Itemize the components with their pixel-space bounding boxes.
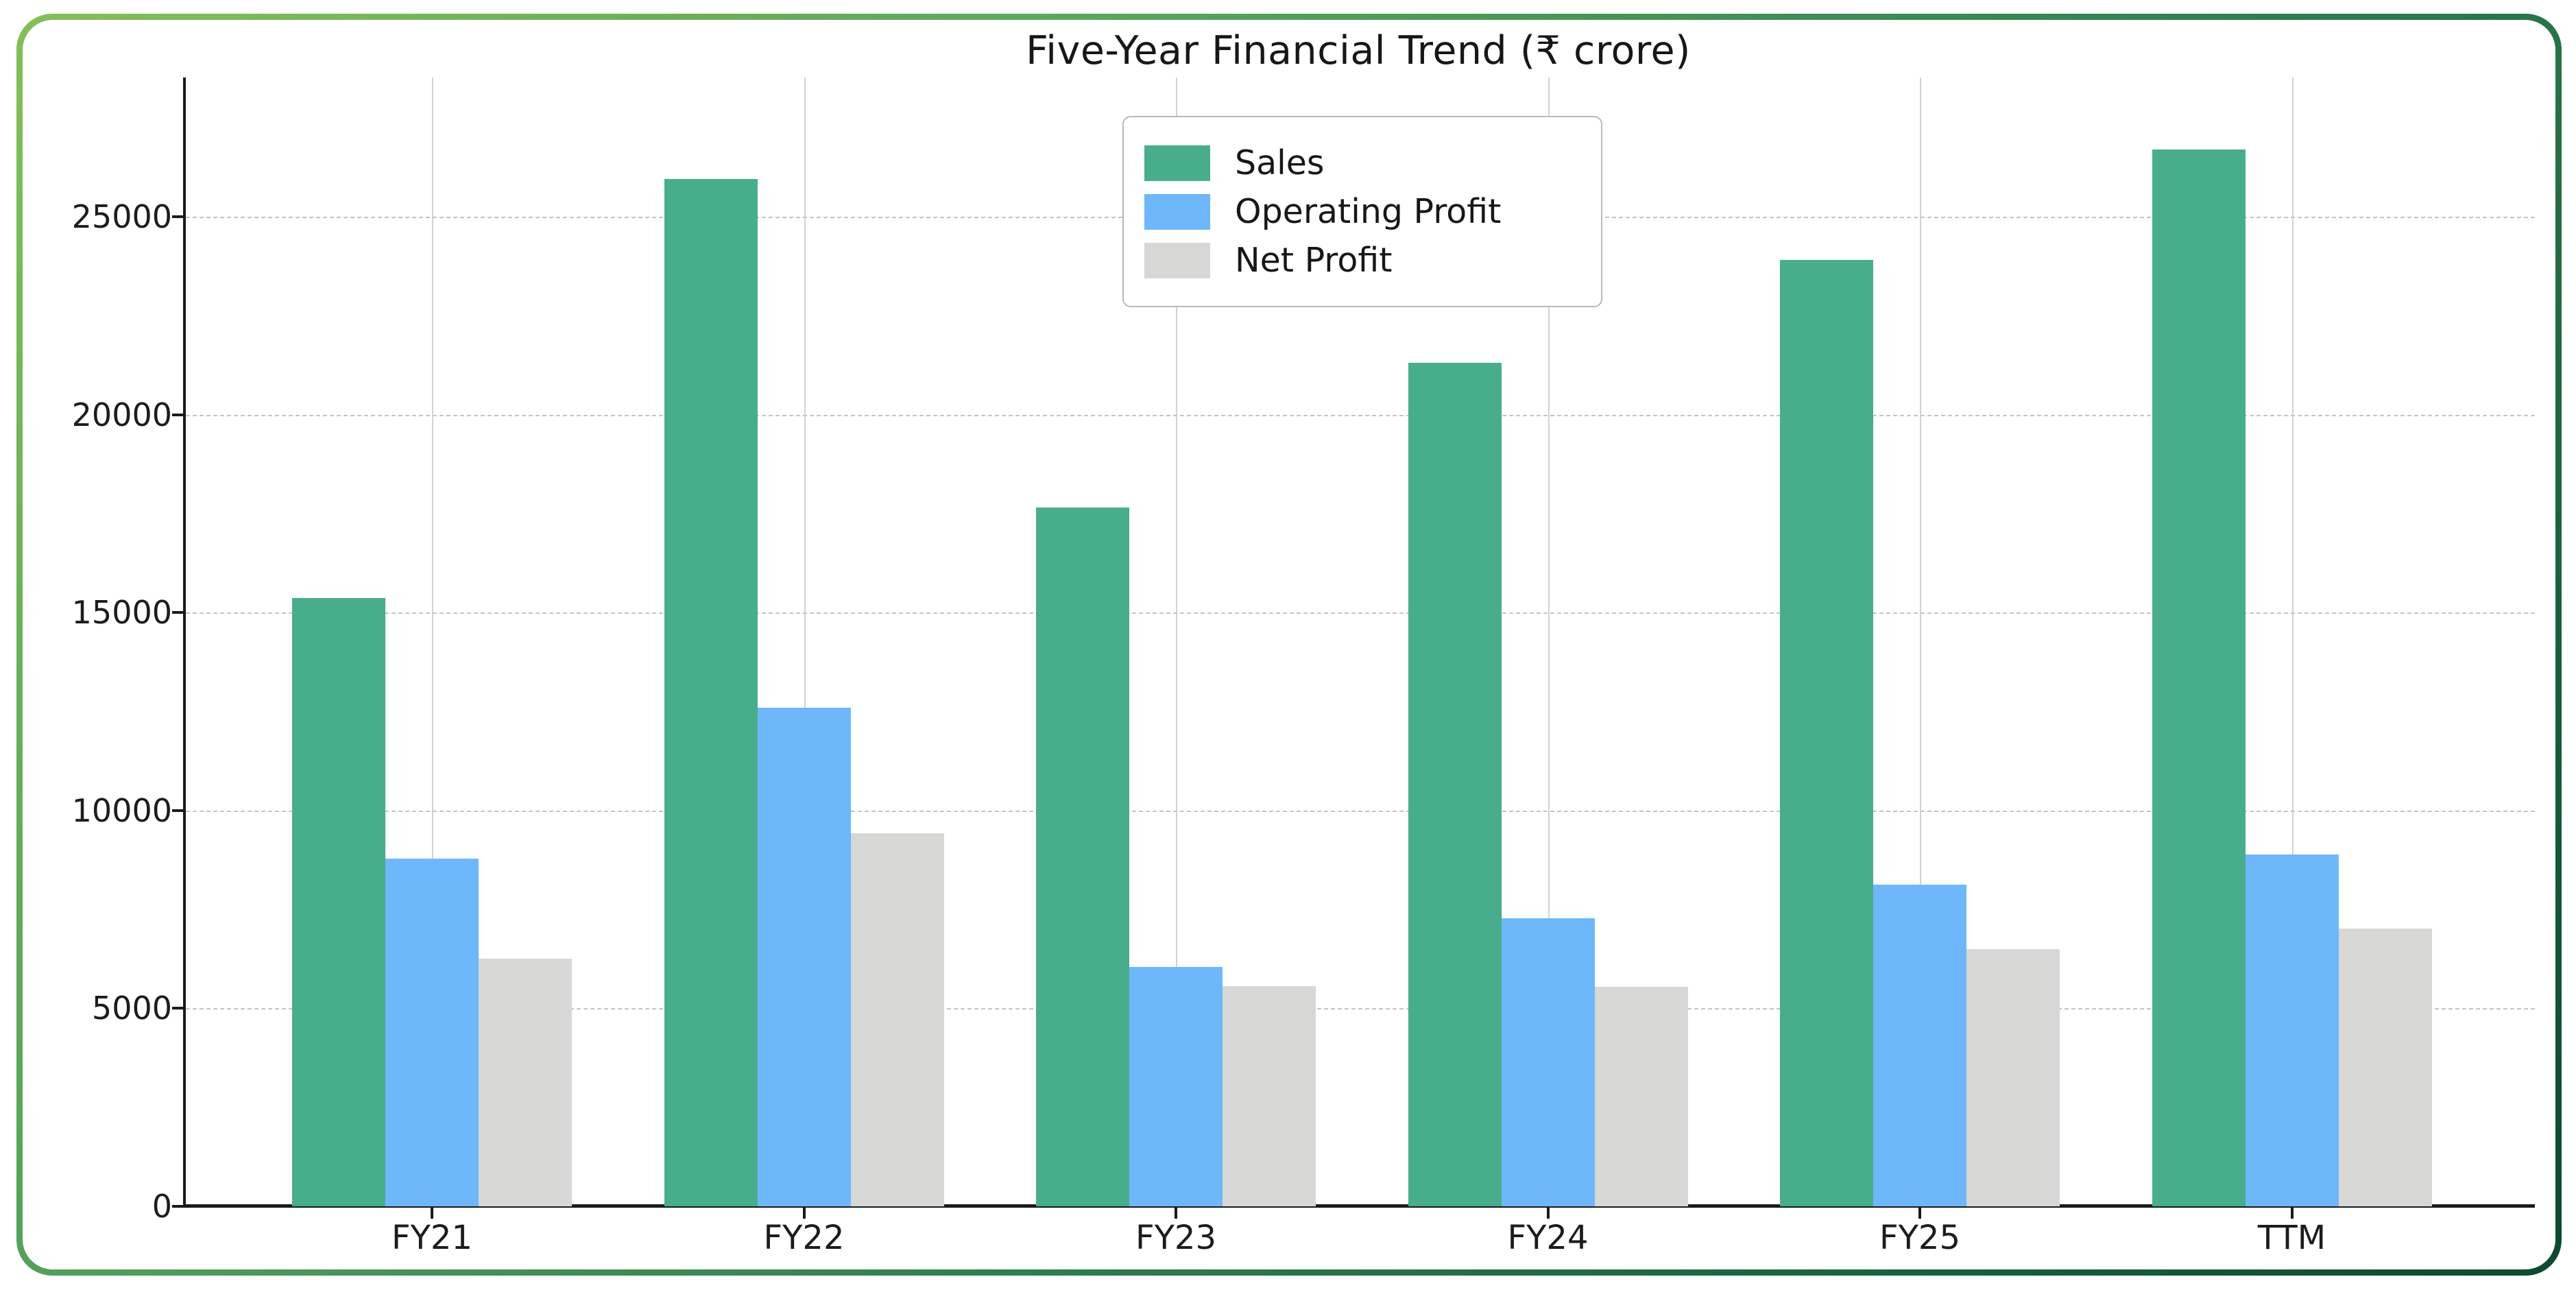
legend-box: Sales Operating Profit Net Profit (1122, 116, 1602, 307)
bar-net-profit-fy25 (1966, 949, 2060, 1206)
x-tick-label-FY23: FY23 (1135, 1219, 1216, 1257)
x-tick-label-FY21: FY21 (391, 1219, 472, 1257)
legend-item-sales: Sales (1144, 143, 1580, 182)
chart-title: Five-Year Financial Trend (₹ crore) (1026, 28, 1691, 73)
bar-sales-fy22 (664, 178, 758, 1206)
plot-area: Sales Operating Profit Net Profit 0 5000 1… (23, 20, 2555, 1269)
legend-item-net-profit: Net Profit (1144, 241, 1580, 280)
x-tick-mark-TTM (2290, 1208, 2294, 1219)
bar-sales-fy23 (1036, 507, 1129, 1206)
bar-net-profit-fy21 (479, 958, 572, 1206)
bar-net-profit-fy24 (1594, 987, 1688, 1206)
x-gridline-FY23 (1176, 77, 1177, 1206)
bar-operating-profit-fy25 (1873, 884, 1966, 1206)
bar-operating-profit-fy21 (385, 859, 479, 1206)
x-tick-label-FY24: FY24 (1507, 1219, 1589, 1257)
legend-label-operating-profit: Operating Profit (1235, 192, 1502, 231)
y-axis-line (183, 77, 186, 1208)
x-tick-label-FY22: FY22 (763, 1219, 845, 1257)
y-tick-mark-5000 (172, 1007, 183, 1010)
x-tick-mark-FY23 (1175, 1208, 1177, 1219)
x-axis-line (183, 1204, 2535, 1208)
legend-item-operating-profit: Operating Profit (1144, 192, 1580, 231)
bar-sales-ttm (2152, 149, 2246, 1206)
y-tick-label-5000: 5000 (91, 990, 172, 1027)
net-profit-swatch (1144, 242, 1210, 278)
x-gridline-FY21 (432, 77, 433, 1206)
y-tick-label-15000: 15000 (71, 594, 172, 632)
y-gridline-5000 (186, 1008, 2535, 1010)
bar-operating-profit-fy22 (757, 707, 851, 1206)
legend-label-sales: Sales (1235, 143, 1325, 182)
bar-net-profit-fy23 (1223, 986, 1316, 1206)
x-tick-mark-FY24 (1546, 1208, 1550, 1219)
bar-operating-profit-fy24 (1501, 918, 1595, 1206)
bar-sales-fy25 (1780, 260, 1873, 1206)
bar-operating-profit-fy23 (1129, 966, 1223, 1206)
x-tick-mark-FY25 (1918, 1208, 1921, 1219)
sales-swatch (1144, 145, 1210, 181)
x-tick-mark-FY22 (802, 1208, 806, 1219)
bar-net-profit-fy22 (850, 833, 944, 1206)
y-gridline-10000 (186, 810, 2535, 812)
x-gridline-FY25 (1920, 77, 1921, 1206)
x-tick-label-FY25: FY25 (1879, 1219, 1960, 1257)
x-gridline-FY22 (804, 77, 806, 1206)
y-tick-label-10000: 10000 (71, 791, 172, 829)
y-tick-mark-20000 (172, 413, 183, 416)
y-tick-mark-15000 (172, 611, 183, 614)
y-tick-mark-10000 (172, 809, 183, 812)
x-gridline-FY24 (1548, 77, 1550, 1206)
bar-sales-fy21 (292, 597, 385, 1206)
x-tick-label-TTM: TTM (2257, 1219, 2326, 1257)
bar-operating-profit-ttm (2245, 855, 2339, 1206)
y-gridline-20000 (186, 414, 2535, 416)
gradient-card-frame: Five-Year Financial Trend (₹ crore) Sale… (16, 14, 2562, 1276)
legend-label-net-profit: Net Profit (1235, 241, 1393, 280)
y-gridline-15000 (186, 612, 2535, 614)
y-tick-label-0: 0 (152, 1188, 172, 1225)
chart-card: Five-Year Financial Trend (₹ crore) Sale… (23, 20, 2555, 1269)
bar-net-profit-ttm (2338, 929, 2432, 1206)
operating-profit-swatch (1144, 193, 1210, 230)
bar-sales-fy24 (1408, 362, 1502, 1206)
y-tick-label-25000: 25000 (71, 198, 172, 235)
x-tick-mark-FY21 (431, 1208, 433, 1219)
y-tick-mark-0 (172, 1205, 183, 1208)
y-tick-label-20000: 20000 (71, 396, 172, 433)
x-gridline-TTM (2291, 77, 2294, 1206)
y-tick-mark-25000 (172, 215, 183, 218)
